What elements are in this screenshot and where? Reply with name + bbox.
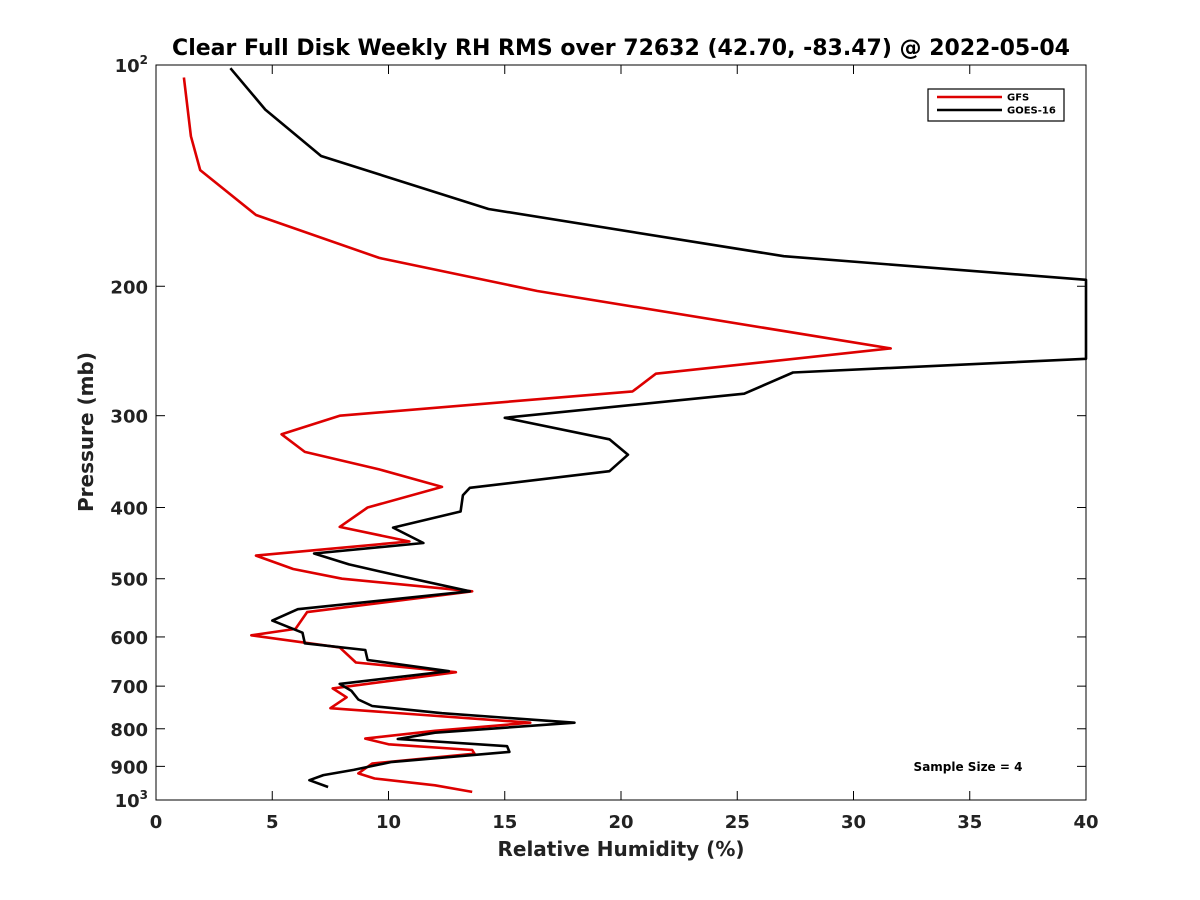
x-tick-label: 40 bbox=[1073, 812, 1098, 833]
y-tick-base: 900 bbox=[110, 757, 148, 778]
y-tick-base: 500 bbox=[110, 570, 148, 591]
y-tick-label: 103 bbox=[115, 788, 148, 812]
x-tick-label: 5 bbox=[266, 812, 279, 833]
y-tick-base: 600 bbox=[110, 628, 148, 649]
series-lines bbox=[182, 67, 1088, 794]
y-axis-label: Pressure (mb) bbox=[74, 352, 98, 512]
y-tick-base: 10 bbox=[115, 56, 140, 77]
y-tick-base: 300 bbox=[110, 407, 148, 428]
x-axis: 0 5 10 15 20 25 30 35 40 bbox=[150, 65, 1099, 833]
y-tick-label: 700 bbox=[110, 677, 148, 698]
x-tick-label: 25 bbox=[725, 812, 750, 833]
y-tick-exponent: 2 bbox=[140, 53, 148, 67]
y-tick-label: 400 bbox=[110, 499, 148, 520]
x-tick-label: 20 bbox=[608, 812, 633, 833]
legend: GFS GOES-16 bbox=[927, 88, 1065, 122]
y-tick-label: 300 bbox=[110, 407, 148, 428]
x-tick-label: 15 bbox=[492, 812, 517, 833]
x-tick-label: 0 bbox=[150, 812, 163, 833]
x-tick-label: 10 bbox=[376, 812, 401, 833]
x-axis-label: Relative Humidity (%) bbox=[497, 837, 744, 861]
y-tick-label: 900 bbox=[110, 757, 148, 778]
y-tick-label: 600 bbox=[110, 628, 148, 649]
y-tick-label: 200 bbox=[110, 277, 148, 298]
x-tick-label: 30 bbox=[841, 812, 866, 833]
legend-label-goes16: GOES-16 bbox=[1007, 106, 1056, 117]
series-line-goes16 bbox=[229, 67, 1088, 789]
series-line-gfs bbox=[182, 77, 893, 794]
legend-label-gfs: GFS bbox=[1007, 93, 1029, 104]
y-tick-label: 500 bbox=[110, 570, 148, 591]
y-tick-exponent: 3 bbox=[140, 788, 148, 802]
plot-area: 0 5 10 15 20 25 30 35 40 10220030040050060070080… bbox=[110, 53, 1098, 833]
y-tick-base: 800 bbox=[110, 720, 148, 741]
y-tick-label: 800 bbox=[110, 720, 148, 741]
x-tick-label: 35 bbox=[957, 812, 982, 833]
y-tick-label: 102 bbox=[115, 53, 148, 77]
chart-title: Clear Full Disk Weekly RH RMS over 72632… bbox=[172, 36, 1070, 61]
sample-size-annotation: Sample Size = 4 bbox=[914, 760, 1023, 774]
y-tick-base: 10 bbox=[115, 791, 140, 812]
y-tick-base: 400 bbox=[110, 499, 148, 520]
y-tick-base: 200 bbox=[110, 277, 148, 298]
legend-box bbox=[927, 88, 1065, 122]
y-tick-base: 700 bbox=[110, 677, 148, 698]
